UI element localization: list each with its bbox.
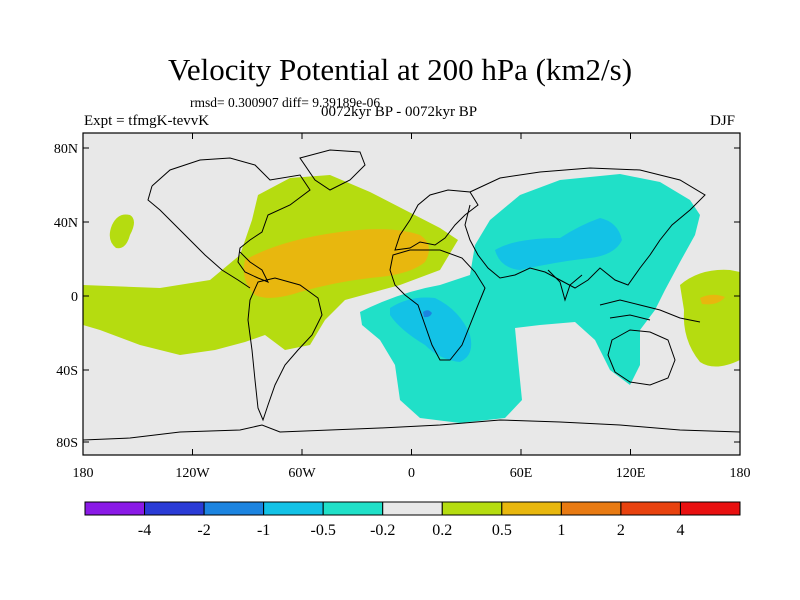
coastlines (83, 149, 740, 441)
colorbar-label: 1 (557, 522, 565, 539)
colorbar-label: 2 (617, 522, 625, 539)
longitude-axis: 180 120W 60W 0 60E 120E 180 (73, 133, 751, 481)
lon-label: 180 (730, 466, 751, 481)
colorbar-label: 0.5 (492, 522, 512, 539)
lat-label: 40N (54, 216, 78, 231)
map-plot-area (83, 133, 740, 455)
coast-north-america (147, 157, 311, 289)
colorbar: -4 -2 -1 -0.5 -0.2 0.2 0.5 1 2 4 (84, 501, 741, 539)
period-label: 0072kyr BP - 0072kyr BP (321, 104, 478, 120)
negative-anomaly-south-africa-core (390, 297, 472, 362)
coast-africa (389, 249, 486, 361)
lat-label: 40S (56, 364, 78, 379)
lon-label: 60E (510, 466, 533, 481)
latitude-axis: 80N 40N 0 40S 80S (54, 142, 740, 451)
negative-anomaly-asia-core (495, 218, 622, 270)
colorbar-label: -4 (138, 522, 151, 539)
coast-south-america (247, 277, 323, 422)
colorbar-swatch (501, 501, 562, 516)
coast-indian-subcontinent (547, 269, 583, 302)
colorbar-swatch (441, 501, 503, 516)
coast-antarctica (83, 419, 740, 441)
coast-asia (464, 167, 706, 289)
colorbar-label: -1 (257, 522, 270, 539)
lon-label: 120W (175, 466, 210, 481)
coast-europe (394, 189, 479, 251)
colorbar-swatch (620, 501, 681, 516)
statistics-text: rmsd= 0.300907 diff= 9.39189e-06 (190, 95, 381, 110)
lat-label: 0 (71, 290, 78, 305)
colorbar-swatch (679, 501, 741, 516)
colorbar-swatch (84, 501, 146, 516)
coast-australia (607, 329, 676, 386)
experiment-label: Expt = tfmgK-tevvK (84, 113, 210, 129)
positive-anomaly-west-pacific (680, 269, 740, 367)
colorbar-label: 4 (676, 522, 684, 539)
colorbar-swatch (144, 501, 205, 516)
colorbar-label: -0.5 (311, 522, 336, 539)
colorbar-label: -0.2 (370, 522, 395, 539)
plot-title: Velocity Potential at 200 hPa (km2/s) (167, 52, 633, 87)
lon-label: 120E (616, 466, 646, 481)
positive-anomaly-pacific-small (109, 214, 134, 249)
lon-label: 180 (73, 466, 94, 481)
colorbar-swatch (560, 501, 622, 516)
positive-anomaly-pacific-core (700, 294, 725, 305)
lat-label: 80N (54, 142, 78, 157)
season-label: DJF (710, 113, 736, 129)
lat-label: 80S (56, 436, 78, 451)
lon-label: 0 (408, 466, 415, 481)
colorbar-swatch (382, 501, 443, 516)
colorbar-swatch (263, 501, 324, 516)
colorbar-label: -2 (197, 522, 210, 539)
lon-label: 60W (288, 466, 316, 481)
coast-maritime-continent (599, 299, 701, 323)
negative-anomaly-minimum (423, 310, 432, 318)
coast-greenland (299, 149, 366, 191)
colorbar-swatch (203, 501, 265, 516)
colorbar-swatch (322, 501, 384, 516)
positive-anomaly-atlantic-core (243, 229, 429, 298)
colorbar-label: 0.2 (432, 522, 452, 539)
